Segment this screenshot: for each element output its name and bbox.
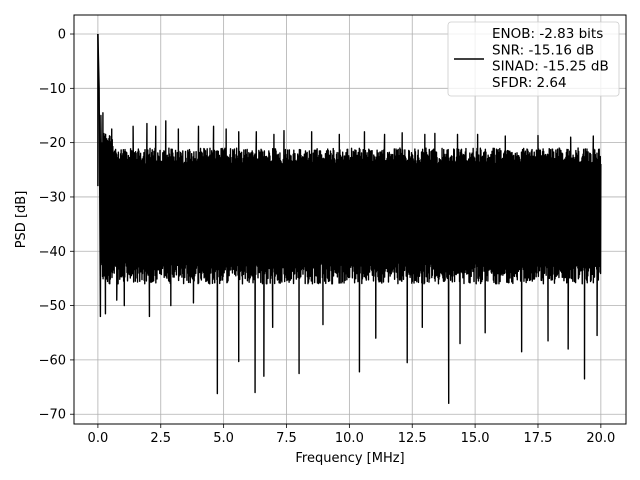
x-tick-label: 20.0	[586, 431, 615, 446]
y-tick-label: 0	[58, 28, 66, 43]
y-axis-label: PSD [dB]	[14, 191, 29, 249]
x-tick-label: 12.5	[398, 431, 427, 446]
x-tick-label: 10.0	[335, 431, 364, 446]
psd-series	[97, 33, 602, 405]
x-axis-ticks: 0.0 2.5 5.0 7.5 10.0 12.5 15.0 17.5 20.0	[88, 424, 615, 446]
y-tick-label: −10	[39, 82, 66, 97]
y-tick-label: −40	[39, 245, 66, 260]
x-axis-label: Frequency [MHz]	[295, 451, 404, 466]
y-tick-label: −60	[39, 353, 66, 368]
x-tick-label: 17.5	[524, 431, 553, 446]
x-tick-label: 2.5	[150, 431, 171, 446]
y-tick-label: −70	[39, 408, 66, 423]
y-tick-label: −50	[39, 299, 66, 314]
psd-trace	[97, 33, 602, 405]
x-tick-label: 0.0	[88, 431, 109, 446]
y-tick-label: −20	[39, 136, 66, 151]
plot-frame	[73, 14, 627, 425]
x-tick-label: 5.0	[213, 431, 234, 446]
legend-line-4: SFDR: 2.64	[492, 75, 567, 91]
legend-line-1: ENOB: -2.83 bits	[492, 26, 603, 42]
x-tick-label: 15.0	[461, 431, 490, 446]
legend-line-2: SNR: -15.16 dB	[492, 42, 594, 58]
legend-box	[447, 21, 620, 97]
legend-line-3: SINAD: -15.25 dB	[492, 59, 609, 75]
y-axis-ticks: 0 −10 −20 −30 −40 −50 −60 −70	[39, 28, 74, 423]
x-tick-label: 7.5	[276, 431, 297, 446]
y-tick-label: −30	[39, 190, 66, 205]
